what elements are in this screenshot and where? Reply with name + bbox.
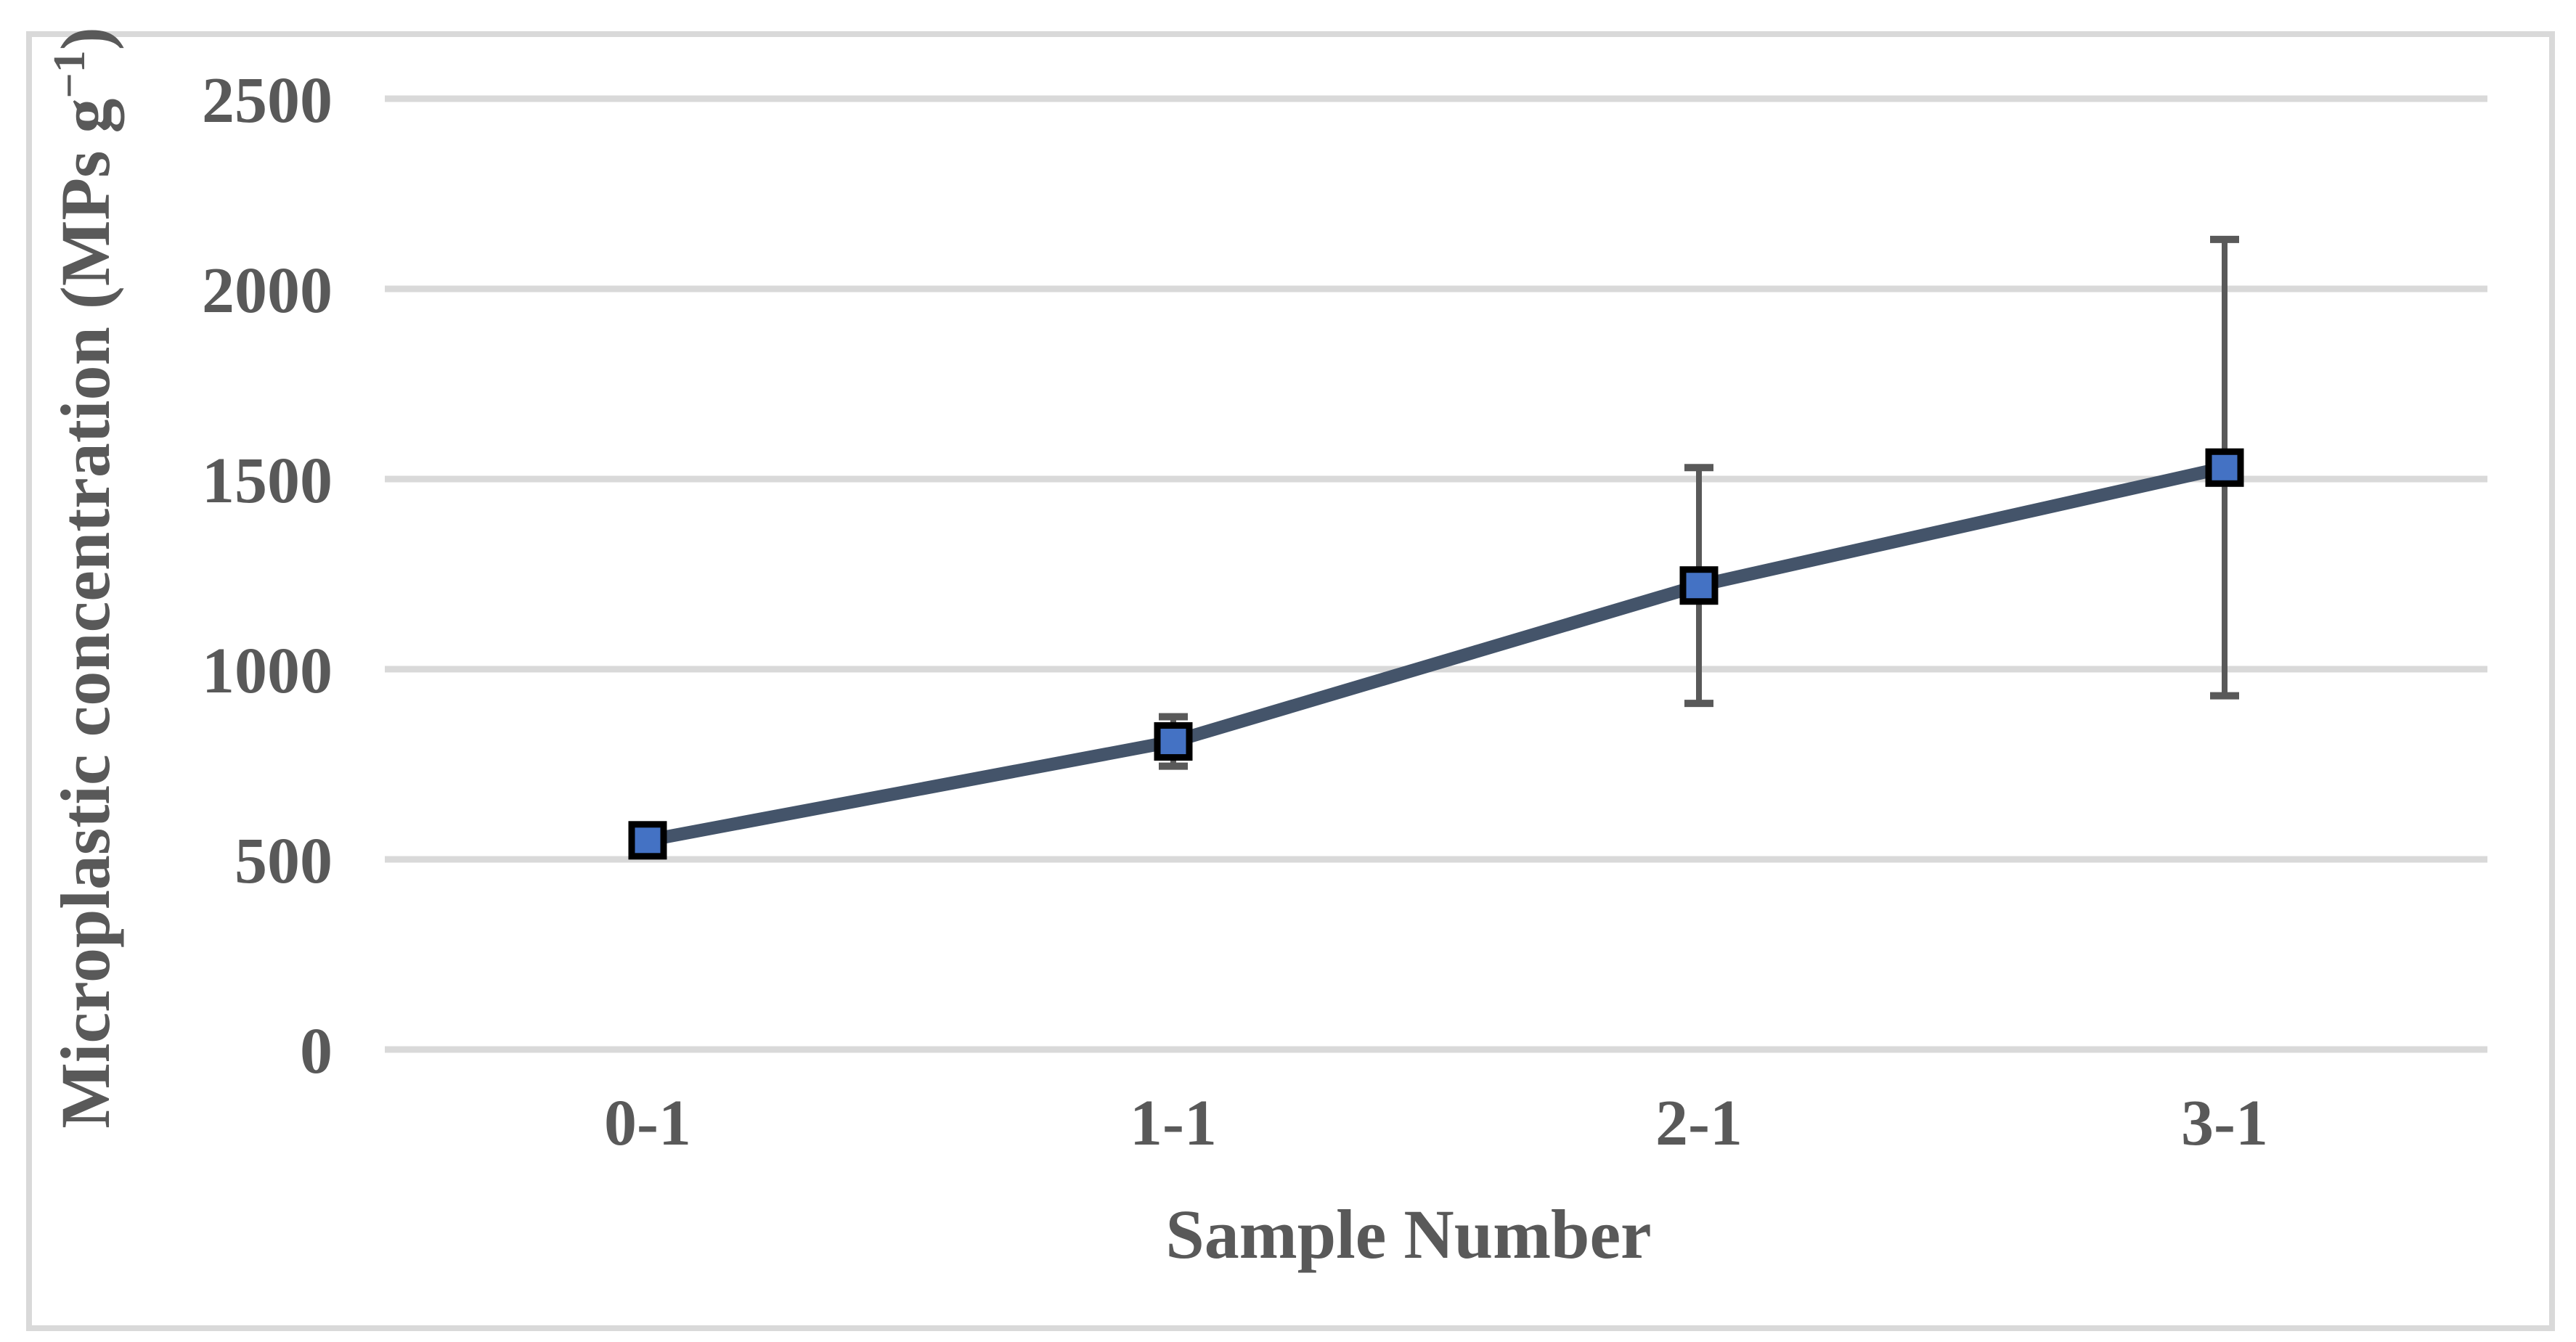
x-axis-title: Sample Number [1165,1195,1651,1273]
plot-frame [26,31,2555,1331]
x-tick-label: 1-1 [1130,1087,1217,1159]
data-point-markers [628,448,2244,860]
x-axis-tick-labels: 0-1 1-1 2-1 3-1 [604,1087,2268,1159]
data-point-marker [1679,566,1719,605]
gridlines [385,95,2487,1053]
x-tick-label: 3-1 [2181,1087,2268,1159]
series-line [641,461,2231,847]
y-tick-label: 0 [300,1015,333,1087]
x-tick-label: 2-1 [1655,1087,1743,1159]
y-axis-title-part: ) [46,27,124,50]
y-tick-label: 2500 [202,65,333,136]
data-point-marker [628,821,667,860]
y-tick-label: 1000 [202,635,333,707]
y-tick-label: 2000 [202,255,333,327]
y-tick-label: 1500 [202,445,333,517]
data-point-marker [2205,448,2244,487]
y-axis-title-part: −1 [45,50,94,98]
x-tick-label: 0-1 [604,1087,691,1159]
y-axis-title-part: Microplastic concentration (MPs g [46,99,124,1129]
y-tick-label: 500 [235,825,333,897]
data-point-marker [1154,722,1193,761]
y-axis-tick-labels: 0 500 1000 1500 2000 2500 [202,65,333,1087]
y-axis-title: Microplastic concentration (MPs g−1) [45,27,124,1129]
